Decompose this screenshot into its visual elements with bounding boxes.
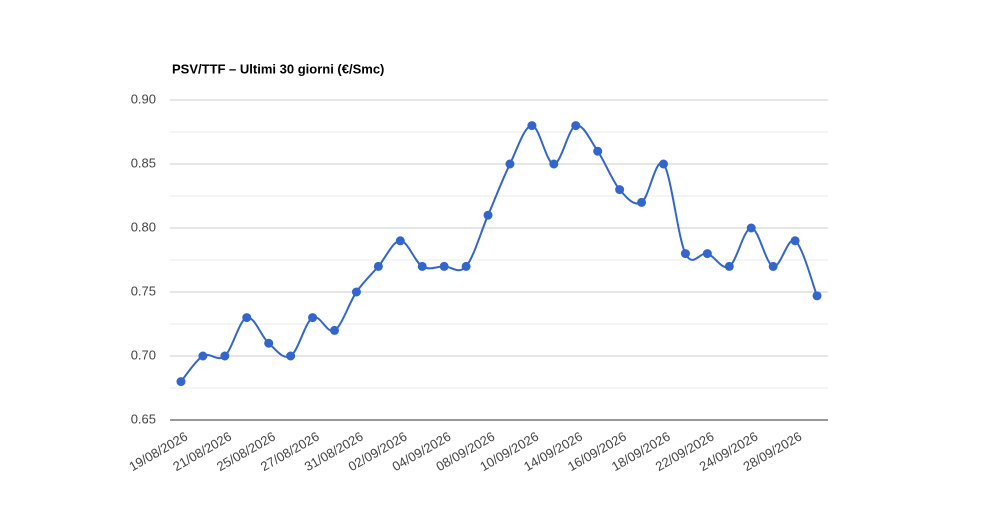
chart-title: PSV/TTF – Ultimi 30 giorni (€/Smc)	[172, 61, 384, 76]
point	[395, 236, 405, 246]
point	[417, 261, 427, 271]
point	[264, 338, 274, 348]
point	[593, 146, 603, 156]
point	[659, 159, 668, 169]
point	[330, 325, 339, 335]
y-tick-label: 0.90	[131, 91, 156, 106]
point	[176, 377, 186, 387]
point	[702, 249, 712, 259]
point	[220, 351, 230, 361]
point	[505, 159, 515, 169]
point	[724, 261, 734, 271]
point	[768, 261, 778, 271]
point	[439, 261, 449, 271]
point	[242, 313, 252, 323]
point	[461, 261, 471, 271]
point	[571, 121, 581, 131]
y-tick-label: 0.65	[131, 411, 156, 426]
y-tick-label: 0.70	[131, 347, 156, 362]
point	[812, 291, 822, 301]
point	[615, 185, 625, 195]
point	[549, 159, 559, 169]
point	[790, 236, 800, 246]
point	[483, 210, 493, 220]
y-tick-label: 0.85	[131, 155, 156, 170]
y-tick-label: 0.75	[131, 283, 156, 298]
point	[198, 351, 208, 361]
y-tick-label: 0.80	[131, 219, 156, 234]
point	[308, 313, 318, 323]
point	[527, 121, 537, 131]
point	[680, 249, 690, 259]
point	[746, 223, 756, 233]
point	[373, 261, 383, 271]
point	[286, 351, 296, 361]
point	[351, 287, 361, 297]
point	[637, 197, 647, 207]
